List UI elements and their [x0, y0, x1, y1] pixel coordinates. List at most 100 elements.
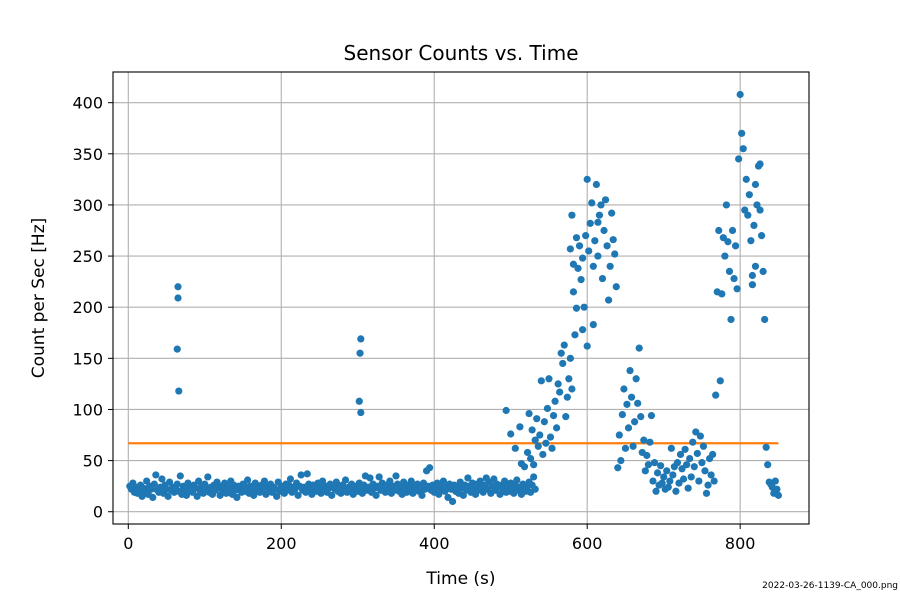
data-point: [539, 450, 547, 459]
data-point: [580, 303, 588, 311]
x-tick-label: 600: [572, 534, 603, 553]
data-point: [759, 267, 767, 276]
data-point: [594, 252, 602, 260]
data-point: [149, 493, 157, 502]
data-point: [568, 211, 576, 219]
data-point: [583, 342, 591, 350]
data-point: [675, 479, 683, 487]
data-point: [592, 180, 600, 189]
data-point: [748, 281, 757, 289]
data-point: [537, 377, 545, 385]
data-point: [686, 454, 694, 463]
data-point: [676, 450, 685, 459]
data-point: [667, 444, 675, 452]
data-point: [733, 285, 741, 293]
data-point: [644, 461, 652, 469]
y-tick-label: 0: [93, 503, 103, 522]
data-point: [542, 439, 550, 447]
data-point: [392, 472, 400, 480]
data-point: [175, 387, 183, 395]
data-point: [612, 283, 620, 291]
data-point: [297, 471, 305, 479]
y-axis-label: Count per Sec [Hz]: [29, 218, 49, 379]
data-point: [588, 199, 596, 207]
data-point: [579, 254, 587, 262]
data-point: [520, 463, 529, 471]
data-point: [690, 463, 698, 471]
data-point: [523, 448, 532, 457]
data-point: [601, 196, 610, 204]
data-point: [701, 467, 709, 475]
data-point: [341, 476, 350, 484]
data-point: [716, 377, 724, 385]
data-point: [328, 491, 336, 499]
data-point: [511, 444, 519, 452]
data-point: [174, 283, 182, 291]
data-point: [303, 470, 311, 478]
data-point: [756, 160, 764, 168]
data-point: [164, 492, 172, 500]
data-point: [727, 315, 735, 324]
data-point: [546, 433, 555, 441]
data-point: [709, 450, 717, 459]
data-point: [516, 423, 524, 431]
data-point: [657, 462, 665, 470]
y-tick-label: 150: [72, 349, 103, 368]
data-point: [678, 465, 686, 473]
data-point: [751, 262, 760, 270]
data-point: [629, 442, 637, 450]
data-point: [527, 454, 535, 463]
data-point: [586, 219, 594, 227]
data-point: [589, 320, 597, 329]
data-point: [563, 393, 571, 401]
data-point: [174, 294, 182, 302]
data-point: [286, 475, 295, 483]
data-point: [669, 471, 677, 479]
data-point: [666, 477, 674, 485]
data-point: [464, 474, 472, 482]
data-point: [724, 238, 732, 246]
data-point: [702, 489, 711, 497]
data-point: [710, 477, 718, 485]
y-tick-label: 100: [72, 400, 103, 419]
data-point: [712, 391, 720, 399]
data-point: [699, 442, 708, 450]
data-point: [605, 296, 613, 304]
data-point: [684, 484, 692, 492]
data-point: [418, 491, 426, 499]
data-point: [751, 180, 760, 189]
data-point: [627, 393, 636, 401]
data-point: [730, 274, 738, 283]
data-point: [594, 218, 602, 226]
data-point: [621, 444, 630, 452]
data-point: [543, 404, 552, 413]
data-point: [357, 408, 365, 417]
data-point: [566, 354, 574, 362]
data-point: [761, 315, 769, 324]
data-point: [618, 410, 626, 419]
data-point: [548, 444, 556, 452]
data-point: [637, 413, 645, 421]
data-point: [704, 481, 712, 489]
data-point: [568, 385, 576, 393]
data-point: [357, 335, 365, 343]
y-tick-label: 50: [83, 452, 103, 471]
data-point: [650, 459, 659, 467]
data-point: [623, 400, 631, 408]
data-point: [583, 175, 591, 183]
data-point: [569, 260, 578, 268]
data-point: [533, 415, 541, 423]
x-tick-label: 0: [123, 534, 133, 553]
data-point: [528, 426, 536, 434]
data-point: [634, 399, 642, 407]
data-point: [426, 464, 434, 472]
data-point: [672, 487, 680, 495]
data-point: [608, 209, 616, 217]
data-point: [569, 288, 578, 296]
data-point: [707, 471, 715, 479]
data-point: [687, 473, 695, 481]
data-point: [771, 477, 779, 485]
data-point: [534, 442, 542, 450]
data-point: [681, 445, 689, 453]
data-point: [693, 449, 701, 458]
